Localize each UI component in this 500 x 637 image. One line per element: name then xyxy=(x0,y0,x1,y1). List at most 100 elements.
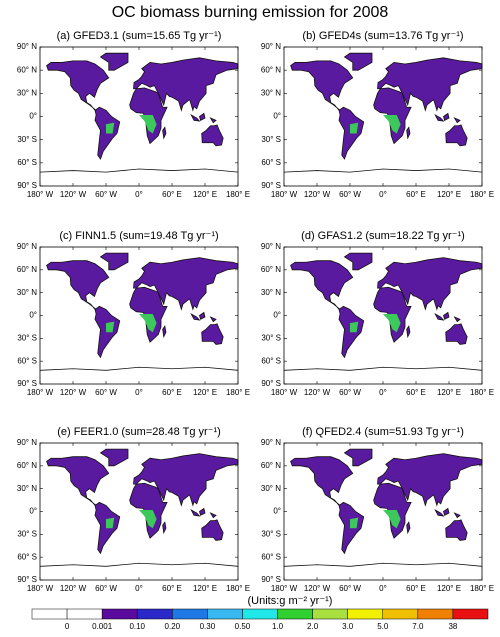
lon-label: 120° E xyxy=(193,190,217,199)
colorbar-box xyxy=(382,608,419,620)
colorbar-label: 0 xyxy=(65,622,70,631)
lon-label: 180° E xyxy=(226,388,250,397)
lat-label: 90° S xyxy=(261,181,281,190)
lat-label: 60° N xyxy=(17,65,37,74)
lon-label: 0° xyxy=(379,190,387,199)
lon-label: 120° W xyxy=(304,190,331,199)
lon-label: 180° E xyxy=(470,584,494,593)
colorbar-label: 0.30 xyxy=(200,622,216,631)
units-label: (Units:g m⁻² yr⁻¹) xyxy=(248,595,333,607)
lon-label: 60° W xyxy=(339,584,361,593)
colorbar-box xyxy=(207,608,243,620)
lon-label: 60° E xyxy=(406,584,426,593)
lat-label: 60° N xyxy=(17,265,37,274)
colorbar-label: 0.50 xyxy=(235,622,251,631)
colorbar-box xyxy=(31,608,68,620)
lon-label: 180° E xyxy=(470,190,494,199)
lat-label: 30° S xyxy=(261,333,281,342)
map xyxy=(283,448,483,567)
colorbar-label: 2.0 xyxy=(307,622,319,631)
lat-label: 90° S xyxy=(17,181,37,190)
colorbar-box xyxy=(312,608,348,620)
lat-label: 0° xyxy=(29,311,37,320)
lon-label: 120° E xyxy=(437,584,461,593)
panel-title: (f) QFED2.4 (sum=51.93 Tg yr⁻¹) xyxy=(302,426,464,438)
colorbar-box xyxy=(277,608,313,620)
lon-label: 60° W xyxy=(95,190,117,199)
colorbar-label: 1.0 xyxy=(272,622,284,631)
lon-label: 180° E xyxy=(226,584,250,593)
lat-label: 90° N xyxy=(17,42,37,51)
colorbar-box xyxy=(172,608,208,620)
lat-label: 90° N xyxy=(261,242,281,251)
map xyxy=(283,252,483,371)
continents xyxy=(39,448,239,567)
lon-label: 120° E xyxy=(437,190,461,199)
lat-label: 60° S xyxy=(261,356,281,365)
panel-title: (c) FINN1.5 (sum=19.48 Tg yr⁻¹) xyxy=(59,230,218,242)
lon-label: 60° E xyxy=(406,388,426,397)
lat-label: 90° S xyxy=(17,379,37,388)
colorbar-box xyxy=(66,608,103,620)
lon-label: 180° W xyxy=(271,388,298,397)
lon-label: 60° W xyxy=(95,388,117,397)
lat-label: 90° N xyxy=(17,438,37,447)
lat-label: 30° S xyxy=(17,135,37,144)
lat-label: 60° S xyxy=(17,552,37,561)
lon-label: 0° xyxy=(135,388,143,397)
lat-label: 30° N xyxy=(17,88,37,97)
lon-label: 0° xyxy=(135,190,143,199)
lon-label: 120° E xyxy=(193,388,217,397)
lat-label: 60° N xyxy=(17,461,37,470)
colorbar-box xyxy=(101,608,138,620)
panel-title: (e) FEER1.0 (sum=28.48 Tg yr⁻¹) xyxy=(57,426,221,438)
lon-label: 60° E xyxy=(162,190,182,199)
map xyxy=(39,252,239,371)
lon-label: 120° W xyxy=(60,388,87,397)
colorbar-label: 0.10 xyxy=(129,622,145,631)
colorbar-box xyxy=(347,608,384,620)
lat-label: 60° S xyxy=(17,356,37,365)
lat-label: 0° xyxy=(29,112,37,121)
lat-label: 60° N xyxy=(261,461,281,470)
lat-label: 60° S xyxy=(17,158,37,167)
lon-label: 120° W xyxy=(60,584,87,593)
lon-label: 120° W xyxy=(60,190,87,199)
lat-label: 90° S xyxy=(261,379,281,388)
lon-label: 180° W xyxy=(271,584,298,593)
lat-label: 0° xyxy=(273,507,281,516)
lat-label: 90° N xyxy=(261,42,281,51)
lat-label: 60° S xyxy=(261,158,281,167)
lat-label: 90° S xyxy=(261,575,281,584)
lon-label: 0° xyxy=(379,584,387,593)
lat-label: 90° N xyxy=(261,438,281,447)
continents xyxy=(283,52,483,173)
colorbar-box xyxy=(417,608,454,620)
continents xyxy=(39,252,239,371)
lon-label: 60° W xyxy=(95,584,117,593)
lon-label: 180° W xyxy=(27,190,54,199)
lon-label: 0° xyxy=(135,584,143,593)
lon-label: 120° W xyxy=(304,584,331,593)
lat-label: 60° N xyxy=(261,65,281,74)
continents xyxy=(283,448,483,567)
lat-label: 30° N xyxy=(261,288,281,297)
lat-label: 30° N xyxy=(261,484,281,493)
colorbar-label: 0.001 xyxy=(92,622,113,631)
lat-label: 30° N xyxy=(17,288,37,297)
panel-title: (d) GFAS1.2 (sum=18.22 Tg yr⁻¹) xyxy=(301,230,465,242)
panel-title: (a) GFED3.1 (sum=15.65 Tg yr⁻¹) xyxy=(57,30,222,42)
lon-label: 60° E xyxy=(406,190,426,199)
lat-label: 30° S xyxy=(17,529,37,538)
colorbar-box xyxy=(452,608,489,620)
lat-label: 90° S xyxy=(17,575,37,584)
colorbar-label: 7.0 xyxy=(412,622,424,631)
lat-label: 30° N xyxy=(261,88,281,97)
title: OC biomass burning emission for 2008 xyxy=(112,4,389,21)
lon-label: 120° W xyxy=(304,388,331,397)
lat-label: 90° N xyxy=(17,242,37,251)
map xyxy=(283,52,483,173)
map xyxy=(39,448,239,567)
lat-label: 0° xyxy=(273,311,281,320)
